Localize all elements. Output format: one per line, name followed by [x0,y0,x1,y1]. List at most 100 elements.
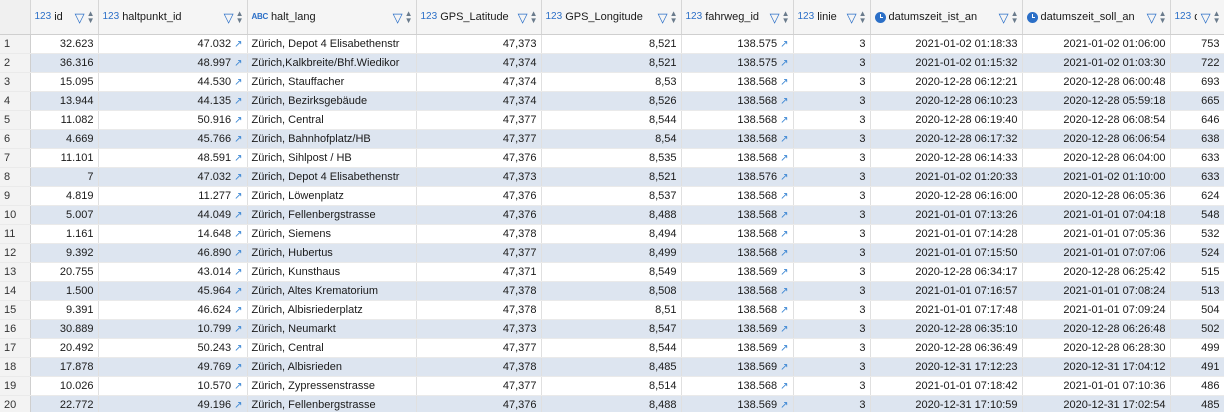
cell-li[interactable]: 3 [793,205,871,225]
external-link-icon[interactable]: ↗ [780,96,789,107]
column-header-lon[interactable]: 123 GPS_Longitude ▽ ▲ ▼ [541,0,682,35]
cell-hp[interactable]: 47.032 ↗ [98,34,248,54]
cell-hl[interactable]: Zürich, Depot 4 Elisabethenstr [247,34,417,54]
table-row[interactable]: 20 22.772 49.196 ↗ Zürich, Fellenbergstrasse… [0,395,1224,412]
external-link-icon[interactable]: ↗ [234,381,243,392]
row-number[interactable]: 10 [0,205,31,225]
external-link-icon[interactable]: ↗ [234,172,243,183]
cell-fw[interactable]: 138.569 ↗ [681,262,794,282]
cell-soll[interactable]: 2020-12-28 06:06:54 [1022,129,1171,149]
cell-hp[interactable]: 47.032 ↗ [98,167,248,187]
cell-lat[interactable]: 47,378 [416,281,542,301]
row-number[interactable]: 19 [0,376,31,396]
cell-hp[interactable]: 10.799 ↗ [98,319,248,339]
cell-id[interactable]: 1.500 [30,281,99,301]
cell-lon[interactable]: 8,535 [541,148,682,168]
filter-icon[interactable]: ▽ [392,9,403,25]
sort-icon[interactable]: ▲ ▼ [781,9,790,25]
cell-li[interactable]: 3 [793,186,871,206]
cell-lat[interactable]: 47,377 [416,243,542,263]
cell-hl[interactable]: Zürich, Sihlpost / HB [247,148,417,168]
cell-lon[interactable]: 8,514 [541,376,682,396]
sort-icon[interactable]: ▲ ▼ [1212,9,1221,25]
cell-hp[interactable]: 46.890 ↗ [98,243,248,263]
cell-fw[interactable]: 138.569 ↗ [681,395,794,412]
row-number[interactable]: 2 [0,53,31,73]
filter-icon[interactable]: ▽ [846,9,857,25]
table-row[interactable]: 4 13.944 44.135 ↗ Zürich, Bezirksgebäude 47,3… [0,91,1224,111]
cell-lat[interactable]: 47,376 [416,148,542,168]
cell-lon[interactable]: 8,54 [541,129,682,149]
cell-hp[interactable]: 50.243 ↗ [98,338,248,358]
cell-fw[interactable]: 138.576 ↗ [681,167,794,187]
table-row[interactable]: 1 32.623 47.032 ↗ Zürich, Depot 4 Elisabethe… [0,34,1224,54]
cell-delay[interactable]: 499 [1170,338,1224,358]
sort-icon[interactable]: ▲ ▼ [529,9,538,25]
cell-delay[interactable]: 753 [1170,34,1224,54]
cell-lat[interactable]: 47,373 [416,319,542,339]
external-link-icon[interactable]: ↗ [234,191,243,202]
cell-lat[interactable]: 47,377 [416,110,542,130]
cell-id[interactable]: 30.889 [30,319,99,339]
cell-ist[interactable]: 2020-12-28 06:14:33 [870,148,1023,168]
external-link-icon[interactable]: ↗ [780,324,789,335]
cell-id[interactable]: 4.669 [30,129,99,149]
external-link-icon[interactable]: ↗ [234,39,243,50]
filter-icon[interactable]: ▽ [769,9,780,25]
row-number[interactable]: 11 [0,224,31,244]
cell-ist[interactable]: 2021-01-02 01:20:33 [870,167,1023,187]
cell-hp[interactable]: 45.766 ↗ [98,129,248,149]
cell-id[interactable]: 9.392 [30,243,99,263]
cell-hl[interactable]: Zürich, Siemens [247,224,417,244]
row-number[interactable]: 8 [0,167,31,187]
cell-hp[interactable]: 46.624 ↗ [98,300,248,320]
cell-delay[interactable]: 722 [1170,53,1224,73]
cell-ist[interactable]: 2020-12-28 06:12:21 [870,72,1023,92]
cell-lat[interactable]: 47,373 [416,34,542,54]
external-link-icon[interactable]: ↗ [780,229,789,240]
external-link-icon[interactable]: ↗ [780,153,789,164]
cell-ist[interactable]: 2021-01-02 01:15:32 [870,53,1023,73]
cell-fw[interactable]: 138.568 ↗ [681,91,794,111]
table-row[interactable]: 19 10.026 10.570 ↗ Zürich, Zypressenstrasse 4… [0,376,1224,396]
cell-id[interactable]: 32.623 [30,34,99,54]
cell-id[interactable]: 1.161 [30,224,99,244]
cell-delay[interactable]: 513 [1170,281,1224,301]
cell-fw[interactable]: 138.575 ↗ [681,34,794,54]
cell-hp[interactable]: 43.014 ↗ [98,262,248,282]
external-link-icon[interactable]: ↗ [234,229,243,240]
table-row[interactable]: 9 4.819 11.277 ↗ Zürich, Löwenplatz 47,376 8,5… [0,186,1224,206]
cell-soll[interactable]: 2020-12-28 06:28:30 [1022,338,1171,358]
external-link-icon[interactable]: ↗ [780,362,789,373]
cell-hl[interactable]: Zürich, Altes Krematorium [247,281,417,301]
cell-ist[interactable]: 2021-01-01 07:16:57 [870,281,1023,301]
cell-li[interactable]: 3 [793,338,871,358]
cell-delay[interactable]: 532 [1170,224,1224,244]
cell-hp[interactable]: 44.135 ↗ [98,91,248,111]
cell-hl[interactable]: Zürich, Neumarkt [247,319,417,339]
cell-fw[interactable]: 138.575 ↗ [681,53,794,73]
filter-icon[interactable]: ▽ [657,9,668,25]
external-link-icon[interactable]: ↗ [234,210,243,221]
cell-li[interactable]: 3 [793,319,871,339]
row-number[interactable]: 5 [0,110,31,130]
table-row[interactable]: 6 4.669 45.766 ↗ Zürich, Bahnhofplatz/HB 47,3… [0,129,1224,149]
row-number[interactable]: 9 [0,186,31,206]
sort-icon[interactable]: ▲ ▼ [1158,9,1167,25]
cell-hl[interactable]: Zürich, Stauffacher [247,72,417,92]
row-number[interactable]: 6 [0,129,31,149]
sort-icon[interactable]: ▲ ▼ [404,9,413,25]
cell-li[interactable]: 3 [793,395,871,412]
cell-soll[interactable]: 2020-12-28 06:25:42 [1022,262,1171,282]
cell-hl[interactable]: Zürich, Central [247,110,417,130]
sort-icon[interactable]: ▲ ▼ [858,9,867,25]
external-link-icon[interactable]: ↗ [234,267,243,278]
cell-hl[interactable]: Zürich, Hubertus [247,243,417,263]
cell-delay[interactable]: 646 [1170,110,1224,130]
cell-ist[interactable]: 2020-12-31 17:12:23 [870,357,1023,377]
table-row[interactable]: 8 7 47.032 ↗ Zürich, Depot 4 Elisabethenstr 4… [0,167,1224,187]
cell-lat[interactable]: 47,378 [416,300,542,320]
cell-soll[interactable]: 2021-01-02 01:10:00 [1022,167,1171,187]
cell-delay[interactable]: 515 [1170,262,1224,282]
cell-li[interactable]: 3 [793,281,871,301]
